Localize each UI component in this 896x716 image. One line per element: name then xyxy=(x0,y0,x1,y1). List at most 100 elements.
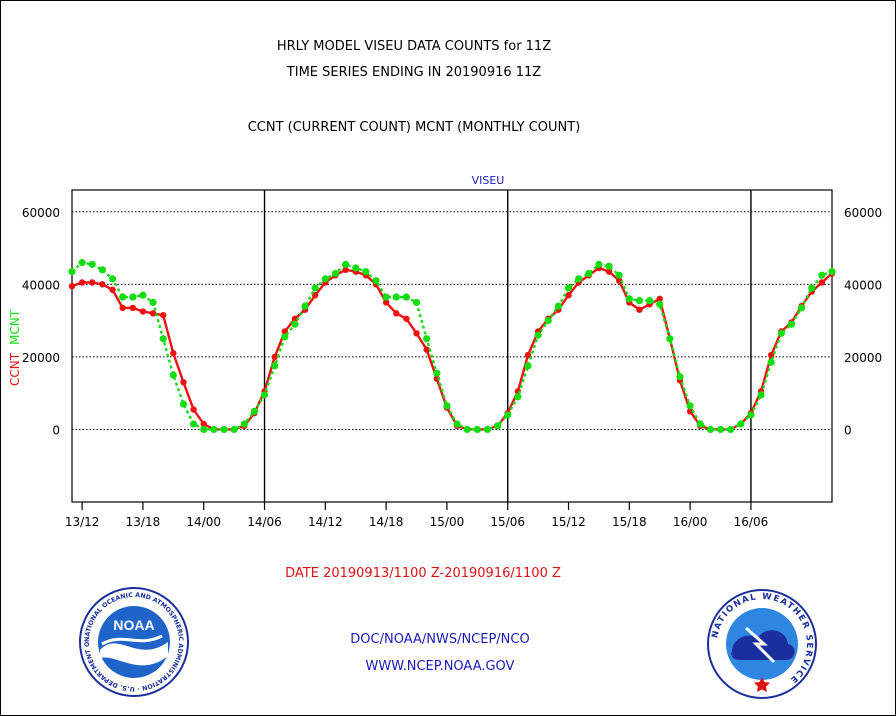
data-point-mcnt xyxy=(716,425,725,434)
data-point-mcnt xyxy=(98,266,106,274)
data-point-mcnt xyxy=(808,284,816,292)
data-point-mcnt xyxy=(372,277,380,285)
data-point-mcnt xyxy=(139,291,147,299)
data-point-mcnt xyxy=(220,425,228,434)
data-point-mcnt xyxy=(453,420,461,428)
data-point-mcnt xyxy=(281,333,289,341)
data-point-ccnt xyxy=(271,353,278,361)
data-point-ccnt xyxy=(99,281,106,288)
nws-logo: NATIONAL WEATHER SERVICE xyxy=(707,589,817,699)
data-point-ccnt xyxy=(524,351,532,359)
data-point-mcnt xyxy=(757,391,765,399)
website-link[interactable]: WWW.NCEP.NOAA.GOV xyxy=(365,659,515,674)
data-point-mcnt xyxy=(554,302,563,310)
data-point-mcnt xyxy=(524,362,532,370)
data-point-mcnt xyxy=(818,271,826,279)
data-point-mcnt xyxy=(534,331,542,339)
data-point-mcnt xyxy=(595,260,603,268)
data-point-mcnt xyxy=(240,420,248,428)
chart-title-line2: TIME SERIES ENDING IN 20190916 11Z xyxy=(286,65,542,80)
y-tick-label-left: 20000 xyxy=(22,351,60,365)
data-point-ccnt xyxy=(342,266,349,274)
data-point-mcnt xyxy=(423,335,431,343)
data-point-ccnt xyxy=(413,330,420,337)
data-point-mcnt xyxy=(433,369,441,377)
data-point-mcnt xyxy=(828,268,836,276)
data-point-mcnt xyxy=(646,297,654,305)
x-tick-label: 14/18 xyxy=(369,515,404,529)
data-point-mcnt xyxy=(271,362,279,370)
data-point-mcnt xyxy=(68,268,76,276)
data-point-mcnt xyxy=(706,425,715,434)
data-point-ccnt xyxy=(129,304,136,312)
x-tick-label: 13/12 xyxy=(65,515,100,529)
data-point-ccnt xyxy=(200,420,207,428)
data-point-mcnt xyxy=(119,293,127,301)
data-point-ccnt xyxy=(160,311,167,319)
x-tick-label: 14/06 xyxy=(247,515,282,529)
data-point-mcnt xyxy=(179,400,188,408)
data-point-mcnt xyxy=(382,293,390,301)
y-axis-label-mcnt: MCNT xyxy=(8,309,22,345)
data-point-ccnt xyxy=(78,279,86,286)
data-point-mcnt xyxy=(747,411,755,419)
y-tick-label-right: 0 xyxy=(844,423,852,437)
data-point-mcnt xyxy=(88,260,96,268)
data-point-ccnt xyxy=(393,310,400,317)
data-point-mcnt xyxy=(250,407,258,415)
data-point-mcnt xyxy=(78,258,86,267)
data-point-mcnt xyxy=(615,271,623,279)
data-point-mcnt xyxy=(473,425,481,434)
data-point-ccnt xyxy=(312,292,319,299)
data-point-mcnt xyxy=(321,275,329,283)
data-point-ccnt xyxy=(616,277,623,284)
data-point-mcnt xyxy=(514,393,522,401)
data-point-ccnt xyxy=(636,306,643,313)
data-point-mcnt xyxy=(585,269,593,278)
data-point-mcnt xyxy=(169,371,177,379)
data-point-mcnt xyxy=(149,298,157,307)
data-point-mcnt xyxy=(483,425,492,434)
data-point-mcnt xyxy=(291,320,299,328)
data-point-mcnt xyxy=(686,402,694,410)
data-point-ccnt xyxy=(768,351,775,359)
data-point-mcnt xyxy=(787,320,796,328)
data-point-mcnt xyxy=(402,293,410,301)
data-point-mcnt xyxy=(666,335,674,343)
data-point-mcnt xyxy=(301,302,309,310)
y-tick-label-left: 0 xyxy=(52,423,60,437)
data-point-mcnt xyxy=(443,402,451,410)
x-tick-label: 14/12 xyxy=(308,515,343,529)
date-range-label: DATE 20190913/1100 Z-20190916/1100 Z xyxy=(285,566,561,581)
x-tick-label: 16/00 xyxy=(673,515,708,529)
data-point-ccnt xyxy=(170,350,177,357)
data-point-mcnt xyxy=(412,298,421,307)
x-tick-label: 16/06 xyxy=(734,515,769,529)
y-axis-label: CCNT MCNT xyxy=(8,309,22,386)
series-line-ccnt xyxy=(71,266,833,431)
y-axis-label-ccnt: CCNT xyxy=(8,352,22,386)
data-point-ccnt xyxy=(382,299,390,306)
data-point-mcnt xyxy=(656,300,664,308)
y-tick-label-left: 60000 xyxy=(22,206,60,220)
y-tick-label-right: 20000 xyxy=(844,351,882,365)
data-point-mcnt xyxy=(635,297,644,305)
data-point-mcnt xyxy=(676,373,684,381)
x-tick-label: 13/18 xyxy=(126,515,161,529)
data-point-mcnt xyxy=(463,425,471,434)
data-point-mcnt xyxy=(311,284,319,292)
data-point-mcnt xyxy=(342,260,350,268)
x-tick-label: 15/00 xyxy=(430,515,465,529)
data-point-ccnt xyxy=(403,315,410,322)
data-point-mcnt xyxy=(352,264,360,272)
chart-subtitle: CCNT (CURRENT COUNT) MCNT (MONTHLY COUNT… xyxy=(247,120,581,135)
data-point-mcnt xyxy=(494,422,502,430)
noaa-logo: NATIONAL OCEANIC AND ATMOSPHERIC ADMINIS… xyxy=(78,586,189,697)
data-point-mcnt xyxy=(605,262,613,270)
data-point-ccnt xyxy=(656,295,663,303)
x-tick-label: 15/12 xyxy=(551,515,586,529)
data-point-mcnt xyxy=(108,275,117,283)
data-point-mcnt xyxy=(200,425,208,434)
data-point-ccnt xyxy=(686,408,694,415)
data-point-ccnt xyxy=(119,304,126,312)
